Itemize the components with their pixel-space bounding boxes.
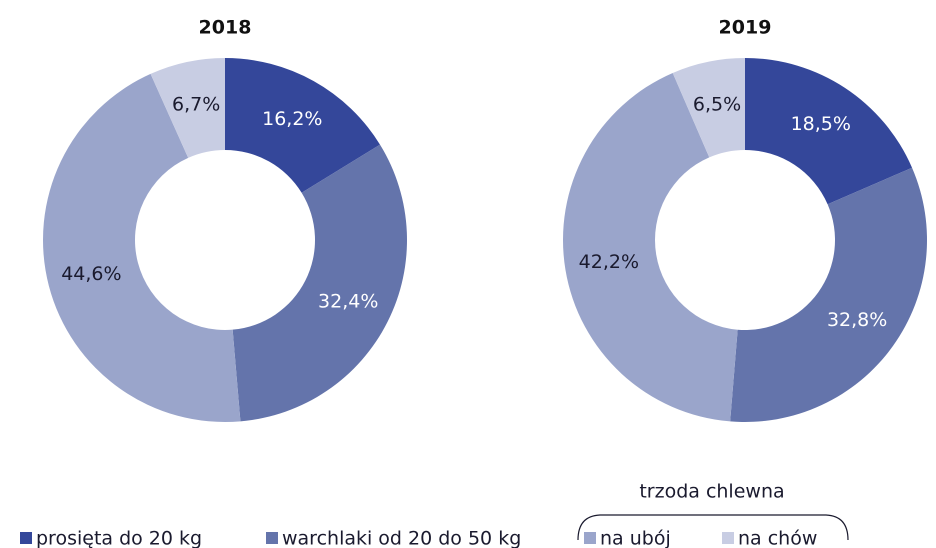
data-label: 44,6% <box>61 263 121 285</box>
legend-label: prosięta do 20 kg <box>36 528 202 548</box>
legend-swatch <box>20 532 32 544</box>
pie-slice <box>745 58 913 205</box>
legend-label: na chów <box>738 528 817 548</box>
chart-title: 2018 <box>199 17 252 39</box>
legend-brace <box>577 514 849 541</box>
data-label: 32,4% <box>318 291 378 313</box>
pie-slice <box>43 73 241 423</box>
data-label: 6,7% <box>172 94 220 116</box>
pie-slice <box>672 58 745 158</box>
pie-slice <box>225 58 380 193</box>
pie-slice <box>563 72 738 422</box>
data-label: 18,5% <box>791 113 851 135</box>
legend-group-label: trzoda chlewna <box>639 481 784 503</box>
legend-swatch <box>722 532 734 544</box>
data-label: 32,8% <box>827 309 887 331</box>
legend-swatch <box>266 532 278 544</box>
pie-slice <box>150 58 225 158</box>
chart-title: 2019 <box>719 17 772 39</box>
pie-slice <box>232 144 408 422</box>
legend-label: warchlaki od 20 do 50 kg <box>282 528 521 548</box>
data-label: 6,5% <box>693 93 741 115</box>
data-label: 16,2% <box>262 108 322 130</box>
pie-slice <box>730 167 928 422</box>
legend-label: na ubój <box>600 528 671 548</box>
data-label: 42,2% <box>579 251 639 273</box>
legend-swatch <box>584 532 596 544</box>
